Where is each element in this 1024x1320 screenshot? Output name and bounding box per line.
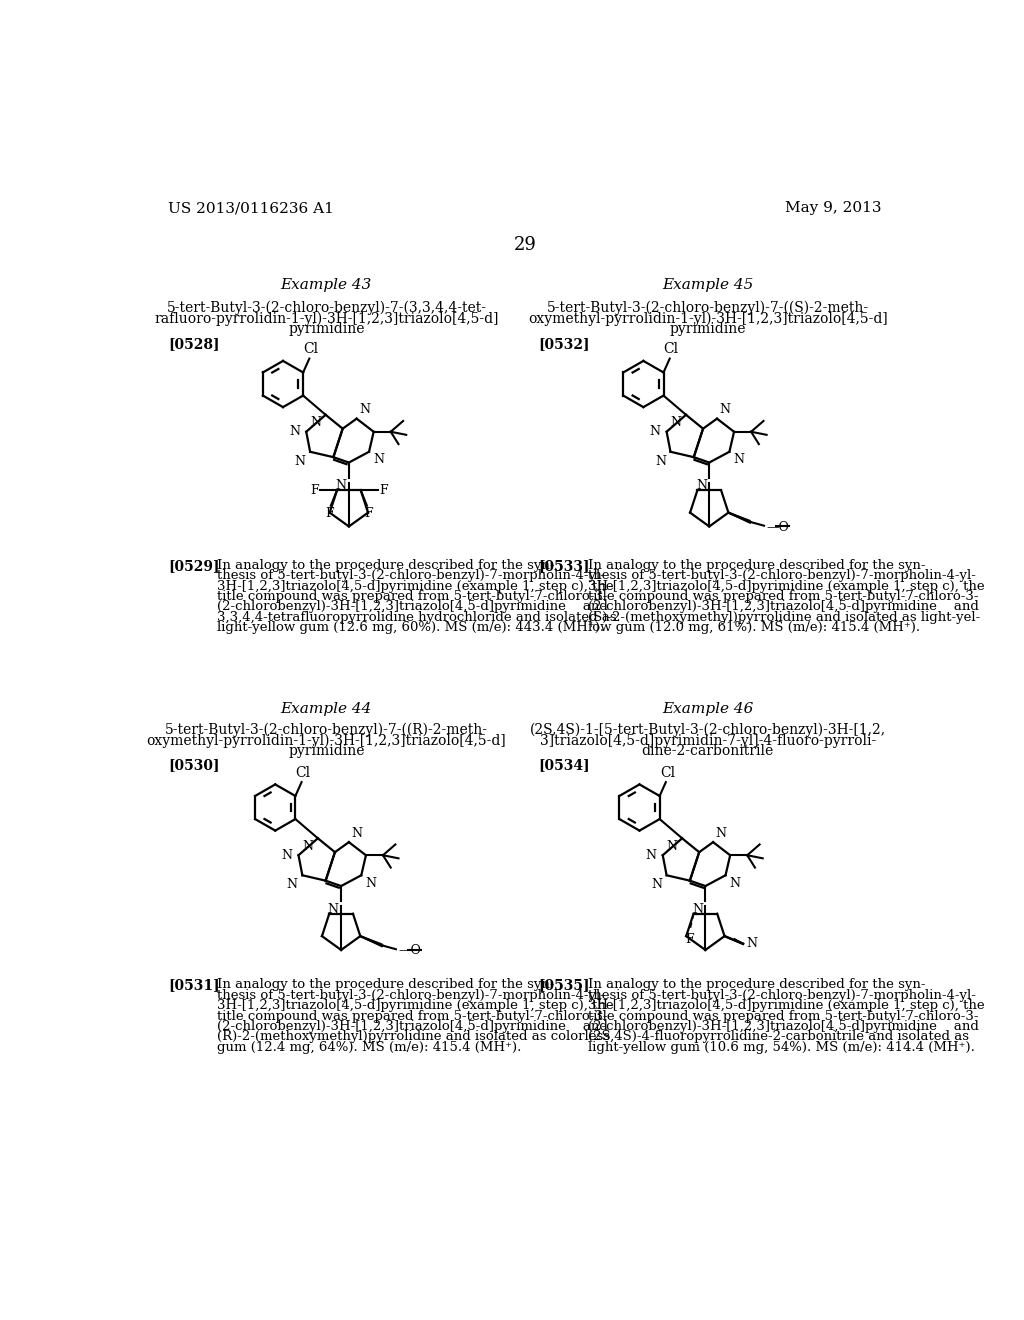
Text: thesis of 5-tert-butyl-3-(2-chloro-benzyl)-7-morpholin-4-yl-: thesis of 5-tert-butyl-3-(2-chloro-benzy… — [588, 989, 976, 1002]
Text: N: N — [667, 840, 678, 853]
Text: In analogy to the procedure described for the syn-: In analogy to the procedure described fo… — [588, 558, 925, 572]
Text: 3,3,4,4-tetrafluoropyrrolidine hydrochloride and isolated as: 3,3,4,4-tetrafluoropyrrolidine hydrochlo… — [217, 611, 616, 624]
Text: 5-tert-Butyl-3-(2-chloro-benzyl)-7-(3,3,4,4-tet-: 5-tert-Butyl-3-(2-chloro-benzyl)-7-(3,3,… — [166, 301, 486, 315]
Text: oxymethyl-pyrrolidin-1-yl)-3H-[1,2,3]triazolo[4,5-d]: oxymethyl-pyrrolidin-1-yl)-3H-[1,2,3]tri… — [146, 734, 506, 748]
Text: gum (12.4 mg, 64%). MS (m/e): 415.4 (MH⁺).: gum (12.4 mg, 64%). MS (m/e): 415.4 (MH⁺… — [217, 1040, 521, 1053]
Text: Cl: Cl — [303, 342, 318, 356]
Text: Cl: Cl — [296, 766, 310, 780]
Text: Example 44: Example 44 — [281, 702, 372, 715]
Text: Example 43: Example 43 — [281, 279, 372, 293]
Text: [0535]: [0535] — [539, 978, 590, 993]
Text: Example 45: Example 45 — [662, 279, 754, 293]
Text: N: N — [696, 479, 707, 492]
Text: N: N — [716, 826, 726, 840]
Text: N: N — [351, 826, 362, 840]
Text: F: F — [365, 507, 373, 520]
Text: N: N — [289, 425, 300, 438]
Text: In analogy to the procedure described for the syn-: In analogy to the procedure described fo… — [217, 978, 555, 991]
Text: 3H-[1,2,3]triazolo[4,5-d]pyrimidine (example 1, step c), the: 3H-[1,2,3]triazolo[4,5-d]pyrimidine (exa… — [588, 999, 984, 1012]
Text: N: N — [336, 479, 346, 492]
Text: 3]triazolo[4,5-d]pyrimidin-7-yl]-4-fluoro-pyrroli-: 3]triazolo[4,5-d]pyrimidin-7-yl]-4-fluor… — [540, 734, 876, 747]
Text: N: N — [655, 455, 666, 467]
Text: F: F — [325, 507, 334, 520]
Text: N: N — [295, 455, 305, 467]
Text: title compound was prepared from 5-tert-butyl-7-chloro-3-: title compound was prepared from 5-tert-… — [217, 590, 607, 603]
Text: N: N — [746, 937, 757, 950]
Text: N: N — [649, 425, 660, 438]
Text: rafluoro-pyrrolidin-1-yl)-3H-[1,2,3]triazolo[4,5-d]: rafluoro-pyrrolidin-1-yl)-3H-[1,2,3]tria… — [155, 312, 499, 326]
Text: N: N — [729, 876, 740, 890]
Text: N: N — [359, 404, 370, 416]
Text: Cl: Cl — [664, 342, 679, 356]
Text: N: N — [733, 453, 744, 466]
Text: May 9, 2013: May 9, 2013 — [784, 202, 882, 215]
Text: [0534]: [0534] — [539, 758, 591, 772]
Text: N: N — [651, 878, 662, 891]
Text: (R)-2-(methoxymethyl)pyrrolidine and isolated as colorless: (R)-2-(methoxymethyl)pyrrolidine and iso… — [217, 1031, 610, 1043]
Text: pyrimidine: pyrimidine — [288, 744, 365, 759]
Text: N: N — [719, 404, 730, 416]
Text: [0533]: [0533] — [539, 558, 590, 573]
Text: F: F — [379, 483, 388, 496]
Text: N: N — [373, 453, 384, 466]
Text: pyrimidine: pyrimidine — [288, 322, 365, 337]
Text: 3H-[1,2,3]triazolo[4,5-d]pyrimidine (example 1, step c), the: 3H-[1,2,3]triazolo[4,5-d]pyrimidine (exa… — [217, 579, 613, 593]
Text: F: F — [685, 933, 694, 946]
Text: Example 46: Example 46 — [662, 702, 754, 715]
Text: dine-2-carbonitrile: dine-2-carbonitrile — [642, 744, 774, 759]
Text: 3H-[1,2,3]triazolo[4,5-d]pyrimidine (example 1, step c), the: 3H-[1,2,3]triazolo[4,5-d]pyrimidine (exa… — [588, 579, 984, 593]
Text: (2S,4S)-4-fluoropyrrolidine-2-carbonitrile and isolated as: (2S,4S)-4-fluoropyrrolidine-2-carbonitri… — [588, 1031, 969, 1043]
Text: N: N — [328, 903, 339, 916]
Text: oxymethyl-pyrrolidin-1-yl)-3H-[1,2,3]triazolo[4,5-d]: oxymethyl-pyrrolidin-1-yl)-3H-[1,2,3]tri… — [527, 312, 888, 326]
Text: 29: 29 — [513, 236, 537, 253]
Text: [0531]: [0531] — [168, 978, 220, 993]
Text: [0532]: [0532] — [539, 337, 590, 351]
Text: [0530]: [0530] — [168, 758, 220, 772]
Text: thesis of 5-tert-butyl-3-(2-chloro-benzyl)-7-morpholin-4-yl-: thesis of 5-tert-butyl-3-(2-chloro-benzy… — [217, 569, 605, 582]
Text: N: N — [366, 876, 376, 890]
Text: —O: —O — [398, 944, 421, 957]
Text: Cl: Cl — [659, 766, 675, 780]
Text: In analogy to the procedure described for the syn-: In analogy to the procedure described fo… — [217, 558, 555, 572]
Text: —O: —O — [766, 521, 790, 533]
Text: F: F — [310, 483, 318, 496]
Text: 5-tert-Butyl-3-(2-chloro-benzyl)-7-((S)-2-meth-: 5-tert-Butyl-3-(2-chloro-benzyl)-7-((S)-… — [547, 301, 868, 315]
Text: [0528]: [0528] — [168, 337, 220, 351]
Text: In analogy to the procedure described for the syn-: In analogy to the procedure described fo… — [588, 978, 925, 991]
Text: pyrimidine: pyrimidine — [670, 322, 745, 337]
Text: 5-tert-Butyl-3-(2-chloro-benzyl)-7-((R)-2-meth-: 5-tert-Butyl-3-(2-chloro-benzyl)-7-((R)-… — [165, 723, 487, 737]
Text: 3H-[1,2,3]triazolo[4,5-d]pyrimidine (example 1, step c), the: 3H-[1,2,3]triazolo[4,5-d]pyrimidine (exa… — [217, 999, 613, 1012]
Text: N: N — [645, 849, 656, 862]
Text: (2-chlorobenzyl)-3H-[1,2,3]triazolo[4,5-d]pyrimidine    and: (2-chlorobenzyl)-3H-[1,2,3]triazolo[4,5-… — [217, 601, 608, 614]
Text: (2-chlorobenzyl)-3H-[1,2,3]triazolo[4,5-d]pyrimidine    and: (2-chlorobenzyl)-3H-[1,2,3]triazolo[4,5-… — [588, 601, 979, 614]
Text: N: N — [310, 416, 321, 429]
Text: (S)-2-(methoxymethyl)pyrrolidine and isolated as light-yel-: (S)-2-(methoxymethyl)pyrrolidine and iso… — [588, 611, 980, 624]
Text: (2S,4S)-1-[5-tert-Butyl-3-(2-chloro-benzyl)-3H-[1,2,: (2S,4S)-1-[5-tert-Butyl-3-(2-chloro-benz… — [529, 723, 886, 737]
Text: light-yellow gum (12.6 mg, 60%). MS (m/e): 443.4 (MH⁺).: light-yellow gum (12.6 mg, 60%). MS (m/e… — [217, 622, 604, 634]
Text: US 2013/0116236 A1: US 2013/0116236 A1 — [168, 202, 334, 215]
Text: title compound was prepared from 5-tert-butyl-7-chloro-3-: title compound was prepared from 5-tert-… — [217, 1010, 607, 1023]
Text: (2-chlorobenzyl)-3H-[1,2,3]triazolo[4,5-d]pyrimidine    and: (2-chlorobenzyl)-3H-[1,2,3]triazolo[4,5-… — [217, 1020, 608, 1034]
Text: N: N — [287, 878, 298, 891]
Text: thesis of 5-tert-butyl-3-(2-chloro-benzyl)-7-morpholin-4-yl-: thesis of 5-tert-butyl-3-(2-chloro-benzy… — [217, 989, 605, 1002]
Text: title compound was prepared from 5-tert-butyl-7-chloro-3-: title compound was prepared from 5-tert-… — [588, 590, 978, 603]
Text: N: N — [282, 849, 292, 862]
Text: light-yellow gum (10.6 mg, 54%). MS (m/e): 414.4 (MH⁺).: light-yellow gum (10.6 mg, 54%). MS (m/e… — [588, 1040, 975, 1053]
Text: N: N — [671, 416, 681, 429]
Text: (2-chlorobenzyl)-3H-[1,2,3]triazolo[4,5-d]pyrimidine    and: (2-chlorobenzyl)-3H-[1,2,3]triazolo[4,5-… — [588, 1020, 979, 1034]
Text: low gum (12.0 mg, 61%). MS (m/e): 415.4 (MH⁺).: low gum (12.0 mg, 61%). MS (m/e): 415.4 … — [588, 622, 920, 634]
Text: N: N — [692, 903, 703, 916]
Text: thesis of 5-tert-butyl-3-(2-chloro-benzyl)-7-morpholin-4-yl-: thesis of 5-tert-butyl-3-(2-chloro-benzy… — [588, 569, 976, 582]
Text: [0529]: [0529] — [168, 558, 220, 573]
Text: N: N — [302, 840, 313, 853]
Text: title compound was prepared from 5-tert-butyl-7-chloro-3-: title compound was prepared from 5-tert-… — [588, 1010, 978, 1023]
